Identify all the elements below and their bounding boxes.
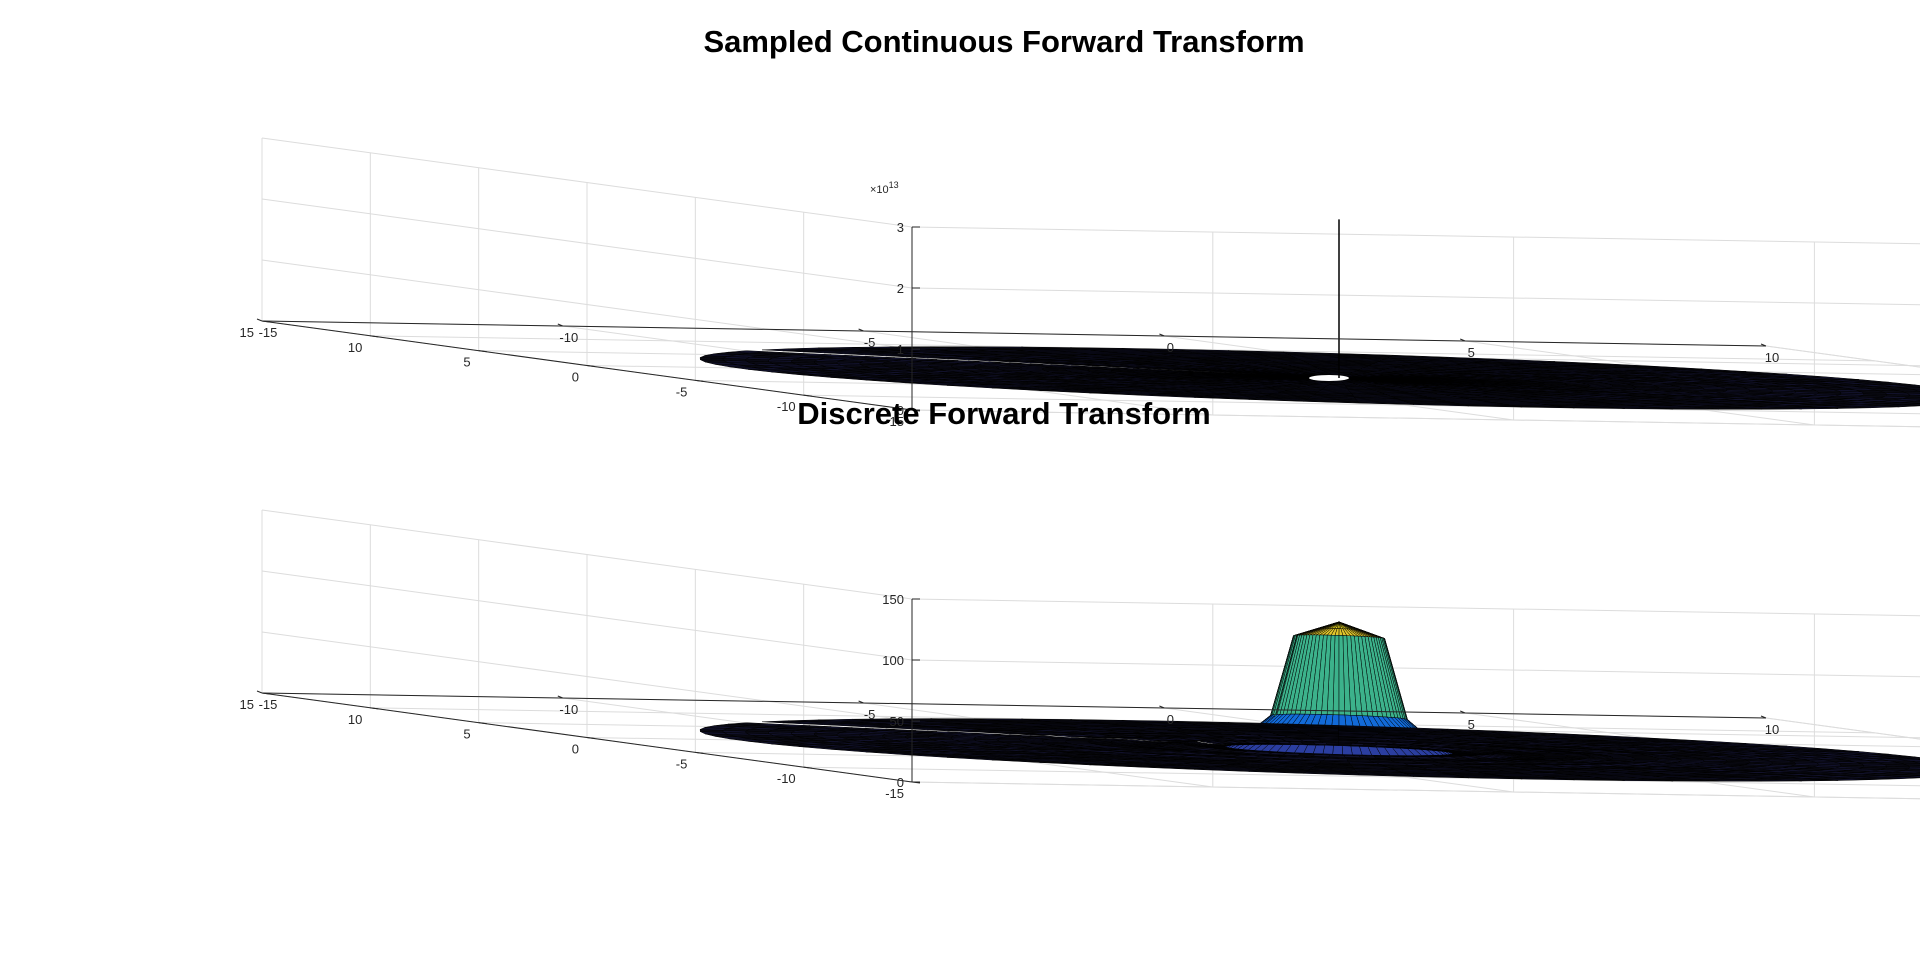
z-tick-label: 2 [897, 281, 904, 296]
chart-title: Discrete Forward Transform [797, 396, 1210, 431]
y-tick-label: -5 [676, 756, 688, 771]
z-tick-label: 100 [882, 653, 904, 668]
y-tick-label: 15 [240, 697, 254, 712]
x-tick-mark [257, 691, 262, 693]
z-exponent-power: 13 [889, 180, 899, 190]
y-tick-label: 0 [572, 370, 579, 385]
y-tick-label: 5 [463, 355, 470, 370]
surface-plot-discrete: Discrete Forward Transform -15 -10 -5 0 5 10 -1… [240, 396, 1920, 807]
x-axis-line [262, 321, 1766, 346]
z-exponent-base: ×10 [870, 184, 889, 196]
x-tick-label: 10 [1765, 350, 1779, 365]
z-tick-label: 50 [890, 714, 904, 729]
x-tick-label: 10 [1765, 722, 1779, 737]
x-tick-label: -5 [864, 707, 876, 722]
x-tick-label: -15 [259, 325, 278, 340]
y-tick-label: 15 [240, 325, 254, 340]
z-tick-label: 3 [897, 220, 904, 235]
z-tick-label: 150 [882, 592, 904, 607]
wall-gridline [912, 227, 1920, 252]
wall-gridline [912, 782, 1920, 807]
y-tick-label: -10 [777, 771, 796, 786]
x-tick-mark [257, 319, 262, 321]
z-exponent-label: ×1013 [870, 180, 899, 196]
surface-plot-continuous: Sampled Continuous Forward Transform -15 -… [240, 24, 1920, 435]
x-tick-label: 0 [1167, 340, 1174, 355]
y-tick-label: 10 [348, 340, 362, 355]
center-hole [1309, 375, 1349, 381]
x-tick-label: 5 [1468, 717, 1475, 732]
z-tick-label: 1 [897, 342, 904, 357]
wall-gridline [912, 288, 1920, 313]
x-tick-label: 5 [1468, 345, 1475, 360]
wall-gridline [912, 599, 1920, 624]
x-axis-line [262, 693, 1766, 718]
surface-mesh [700, 622, 1920, 781]
x-tick-label: -15 [259, 697, 278, 712]
x-tick-label: -5 [864, 335, 876, 350]
y-tick-label: 0 [572, 742, 579, 757]
x-tick-label: -10 [559, 330, 578, 345]
y-tick-label: -10 [777, 399, 796, 414]
y-tick-label: 10 [348, 712, 362, 727]
floor-gridline [912, 782, 1920, 807]
x-tick-label: -10 [559, 702, 578, 717]
chart-title: Sampled Continuous Forward Transform [703, 24, 1304, 59]
y-tick-label: -5 [676, 384, 688, 399]
x-tick-label: 0 [1167, 712, 1174, 727]
surface-mesh [700, 219, 1920, 409]
z-tick-label: 0 [897, 775, 904, 790]
wall-gridline [912, 660, 1920, 685]
y-tick-label: 5 [463, 727, 470, 742]
